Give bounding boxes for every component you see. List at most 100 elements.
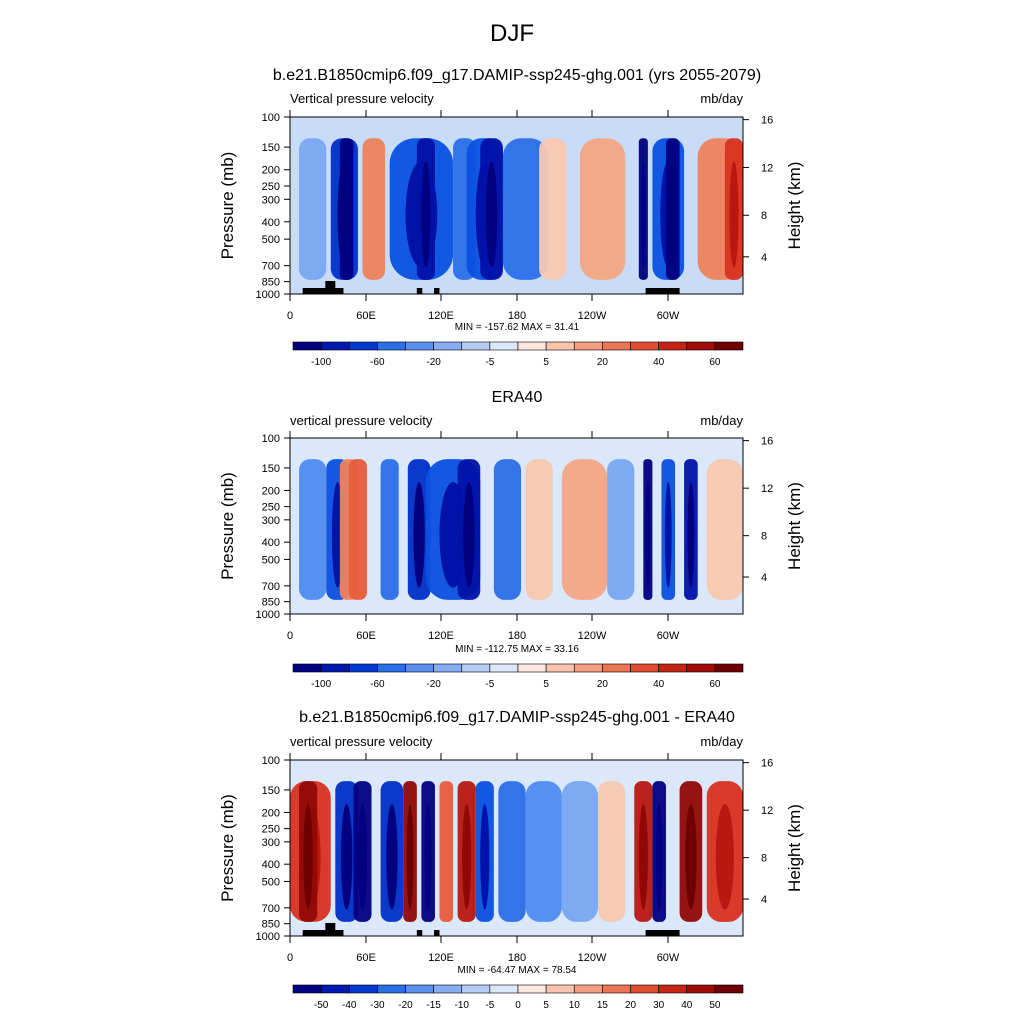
y-tick-label: 100 <box>262 433 280 445</box>
units-label: mb/day <box>700 91 743 106</box>
colorbar-swatch <box>517 984 547 994</box>
field-band <box>493 459 522 600</box>
field-band <box>561 781 599 922</box>
colorbar-label: 5 <box>543 1000 549 1011</box>
field-band <box>498 781 526 922</box>
x-tick-label: 60E <box>356 952 376 964</box>
x-tick-label: 120E <box>428 952 454 964</box>
panel-1: b.e21.B1850cmip6.f09_g17.DAMIP-ssp245-gh… <box>218 67 804 368</box>
y-right-tick-label: 8 <box>761 853 767 865</box>
y-axis-label: Pressure (mb) <box>218 794 237 902</box>
colorbar-label: -40 <box>342 1000 357 1011</box>
panel-title: b.e21.B1850cmip6.f09_g17.DAMIP-ssp245-gh… <box>273 67 761 84</box>
y-tick-label: 200 <box>262 485 280 497</box>
colorbar-swatch <box>714 341 744 351</box>
colorbar-swatch <box>292 984 322 994</box>
x-tick-label: 0 <box>287 310 293 322</box>
colorbar-label: -100 <box>311 679 331 690</box>
colorbar-swatch <box>405 663 434 673</box>
y-tick-label: 300 <box>262 194 280 206</box>
x-tick-label: 60E <box>356 310 376 322</box>
field-core <box>664 482 672 588</box>
y-right-tick-label: 12 <box>761 483 773 495</box>
colorbar-swatch <box>573 984 603 994</box>
y-tick-label: 850 <box>262 597 280 609</box>
y-tick-label: 1000 <box>256 609 280 621</box>
colorbar-swatch <box>320 341 350 351</box>
colorbar-swatch <box>573 663 603 673</box>
colorbar-label: -10 <box>455 1000 470 1011</box>
field-core <box>343 161 351 268</box>
y-tick-label: 400 <box>262 859 280 871</box>
colorbar-swatch <box>461 984 491 994</box>
colorbar-label: 50 <box>709 1000 721 1011</box>
field-core <box>480 804 490 910</box>
min-max-stats: MIN = -157.62 MAX = 31.41 <box>455 322 580 333</box>
topography-mask <box>302 288 344 294</box>
y-tick-label: 250 <box>262 824 280 836</box>
y-right-tick-label: 16 <box>761 758 773 770</box>
y-tick-label: 150 <box>262 142 280 154</box>
plot-field <box>290 438 743 614</box>
topography-mask <box>434 930 440 936</box>
x-tick-label: 120E <box>428 310 454 322</box>
y-tick-label: 700 <box>262 581 280 593</box>
field-core <box>729 161 739 268</box>
colorbar-label: 60 <box>709 357 721 368</box>
colorbar-label: 20 <box>597 357 609 368</box>
colorbar-swatch <box>658 341 688 351</box>
colorbar-label: -30 <box>370 1000 385 1011</box>
colorbar-label: 40 <box>653 679 665 690</box>
x-tick-label: 60W <box>657 310 680 322</box>
field-band <box>598 781 626 922</box>
field-core <box>462 804 472 910</box>
colorbar-swatch <box>602 341 631 351</box>
colorbar-swatch <box>686 341 716 351</box>
y-right-tick-label: 12 <box>761 162 773 174</box>
colorbar-label: 10 <box>569 1000 581 1011</box>
y-tick-label: 500 <box>262 234 280 246</box>
colorbar-swatch <box>630 663 659 673</box>
y-right-tick-label: 8 <box>761 531 767 543</box>
colorbar-swatch <box>686 663 716 673</box>
min-max-stats: MIN = -64.47 MAX = 78.54 <box>458 965 577 976</box>
y-right-tick-label: 4 <box>761 572 767 584</box>
field-band <box>579 138 626 280</box>
field-band <box>380 459 399 600</box>
colorbar-swatch <box>433 341 463 351</box>
y-tick-label: 100 <box>262 755 280 767</box>
x-tick-label: 0 <box>287 630 293 642</box>
colorbar-swatch <box>630 984 659 994</box>
colorbar-label: -100 <box>311 357 331 368</box>
colorbar-label: 15 <box>597 1000 609 1011</box>
topography-mask <box>325 281 336 289</box>
colorbar-swatch <box>433 663 463 673</box>
y-right-axis-label: Height (km) <box>785 482 804 570</box>
topography-mask <box>434 288 440 294</box>
colorbar-label: 40 <box>653 357 665 368</box>
field-core <box>715 804 734 910</box>
colorbar-label: -5 <box>485 679 494 690</box>
field-band <box>607 459 635 600</box>
colorbar-label: 60 <box>709 679 721 690</box>
y-right-axis-label: Height (km) <box>785 804 804 892</box>
colorbar-label: -5 <box>485 1000 494 1011</box>
y-tick-label: 400 <box>262 537 280 549</box>
colorbar-swatch <box>517 663 547 673</box>
units-label: mb/day <box>700 413 743 428</box>
topography-mask <box>416 288 423 294</box>
colorbar-label: 20 <box>597 679 609 690</box>
colorbar-swatch <box>377 341 406 351</box>
y-tick-label: 850 <box>262 919 280 931</box>
colorbar-swatch <box>517 341 547 351</box>
field-core <box>424 804 432 910</box>
field-core <box>406 804 414 910</box>
colorbar-label: 0 <box>515 1000 521 1011</box>
field-core <box>669 161 677 268</box>
y-right-tick-label: 8 <box>761 210 767 222</box>
field-band <box>502 138 549 280</box>
y-right-tick-label: 4 <box>761 894 767 906</box>
y-tick-label: 1000 <box>256 931 280 943</box>
colorbar-swatch <box>433 984 463 994</box>
